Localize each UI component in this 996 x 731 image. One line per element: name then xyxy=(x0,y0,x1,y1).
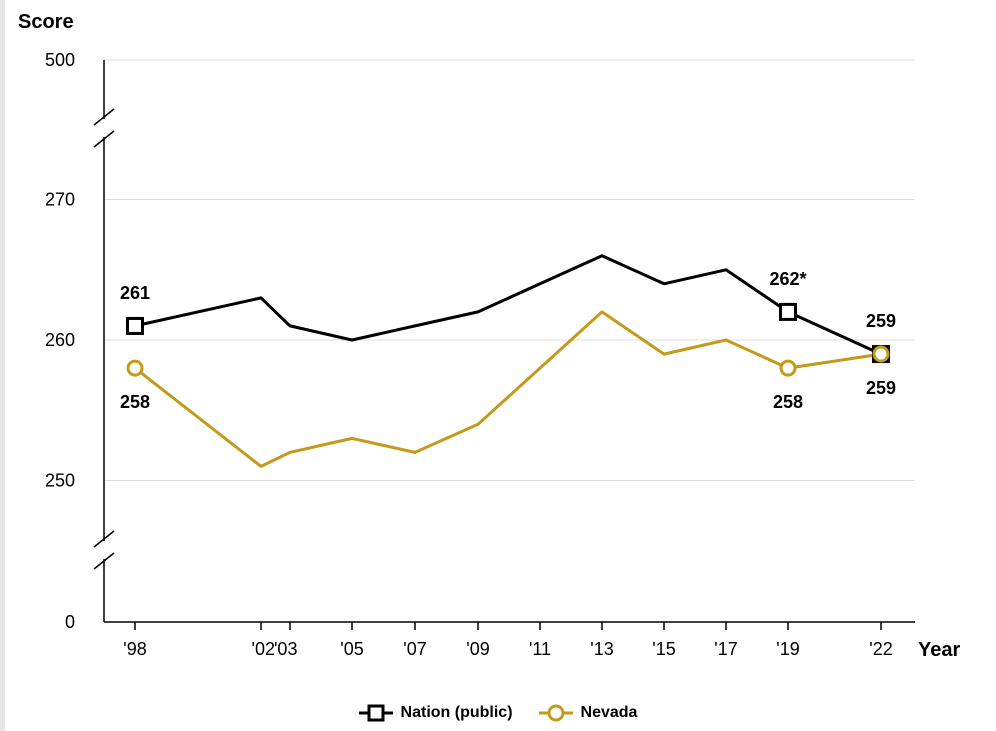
x-tick-label: '05 xyxy=(340,639,363,659)
data-label: 259 xyxy=(866,311,896,331)
x-tick-label: '98 xyxy=(123,639,146,659)
axis-break-mark xyxy=(93,552,115,570)
legend-item-nevada: Nevada xyxy=(538,704,638,722)
x-axis-title: Year xyxy=(918,639,960,661)
y-tick-label: 500 xyxy=(45,50,75,70)
y-tick-label: 270 xyxy=(45,190,75,210)
axis-break-gap xyxy=(96,541,112,559)
axis-break-gap xyxy=(96,119,112,137)
x-tick-label: '19 xyxy=(776,639,799,659)
circle-marker xyxy=(779,359,797,377)
x-tick-label: '03 xyxy=(274,639,297,659)
x-tick-label: '07 xyxy=(403,639,426,659)
x-tick-label: '13 xyxy=(590,639,613,659)
x-tick-label: '17 xyxy=(714,639,737,659)
x-tick-label: '09 xyxy=(466,639,489,659)
legend-label-nation: Nation (public) xyxy=(400,704,513,721)
left-edge-strip xyxy=(0,0,5,731)
data-label: 258 xyxy=(120,392,150,412)
axis-break-mark xyxy=(93,108,115,126)
x-tick-label: '02 xyxy=(252,639,275,659)
y-tick-label: 260 xyxy=(45,330,75,350)
y-axis-title: Score xyxy=(18,11,74,33)
data-label: 258 xyxy=(773,392,803,412)
legend-label-nevada: Nevada xyxy=(580,704,638,721)
line-chart: 500 270 260 250 0 '98 '02'03 '05 '07 '09 '11 '13 '15… xyxy=(18,11,960,661)
x-tick-label: '22 xyxy=(869,639,892,659)
axis-break-mark xyxy=(93,530,115,548)
y-tick-label: 250 xyxy=(45,471,75,491)
x-tick-label: '11 xyxy=(529,639,551,659)
x-tick-label: '15 xyxy=(652,639,675,659)
circle-marker xyxy=(126,359,144,377)
circle-marker-icon xyxy=(538,704,573,722)
data-label: 261 xyxy=(120,283,150,303)
series-line-nation xyxy=(134,254,882,356)
square-marker-icon xyxy=(358,704,393,722)
square-marker xyxy=(126,316,144,335)
axis-break-mark xyxy=(93,130,115,148)
data-label: 262* xyxy=(769,269,806,289)
circle-marker xyxy=(872,345,890,363)
data-label: 259 xyxy=(866,378,896,398)
square-marker xyxy=(779,302,797,321)
y-tick-label: 0 xyxy=(65,612,75,632)
legend-item-nation: Nation (public) xyxy=(358,704,513,722)
series-line-nevada xyxy=(134,310,882,468)
legend: Nation (public) Nevada xyxy=(0,704,996,722)
